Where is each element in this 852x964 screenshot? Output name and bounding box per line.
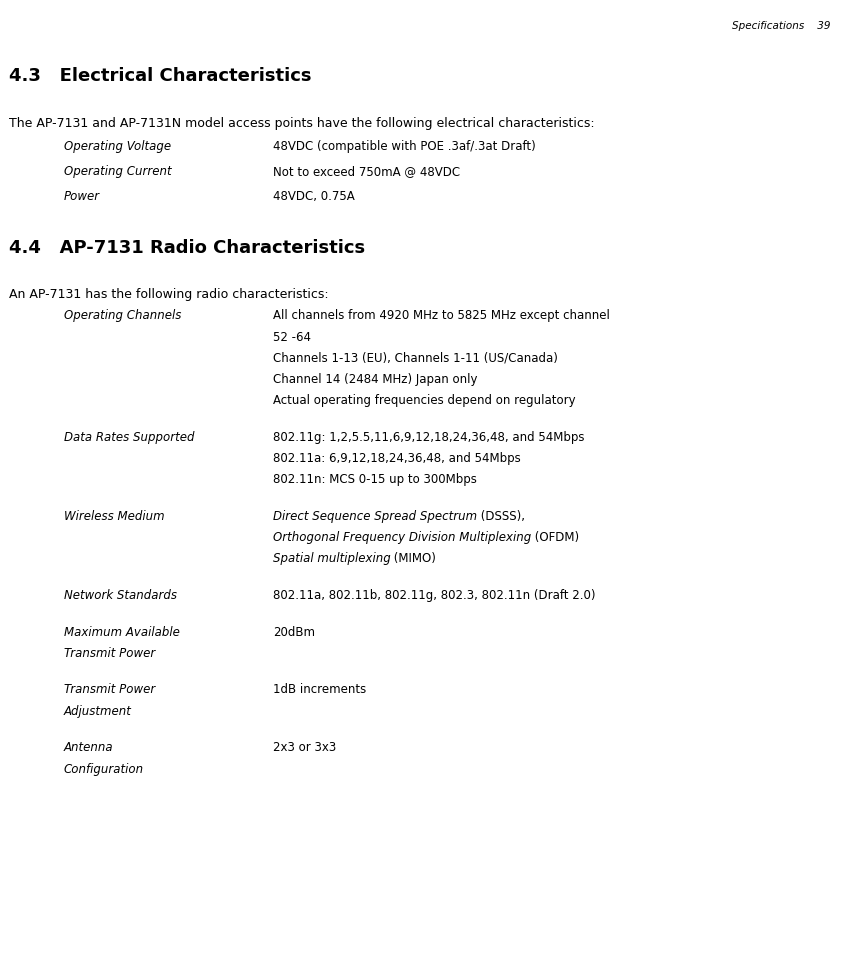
Text: Maximum Available: Maximum Available (64, 626, 180, 638)
Text: Specifications    39: Specifications 39 (732, 21, 831, 31)
Text: 802.11n: MCS 0-15 up to 300Mbps: 802.11n: MCS 0-15 up to 300Mbps (273, 473, 476, 486)
Text: Transmit Power: Transmit Power (64, 647, 155, 659)
Text: Power: Power (64, 190, 100, 202)
Text: Adjustment: Adjustment (64, 705, 132, 717)
Text: 1dB increments: 1dB increments (273, 683, 366, 696)
Text: Transmit Power: Transmit Power (64, 683, 155, 696)
Text: Not to exceed 750mA @ 48VDC: Not to exceed 750mA @ 48VDC (273, 165, 460, 177)
Text: 4.4   AP-7131 Radio Characteristics: 4.4 AP-7131 Radio Characteristics (9, 239, 365, 257)
Text: Channel 14 (2484 MHz) Japan only: Channel 14 (2484 MHz) Japan only (273, 373, 477, 386)
Text: 48VDC (compatible with POE .3af/.3at Draft): 48VDC (compatible with POE .3af/.3at Dra… (273, 140, 535, 152)
Text: (OFDM): (OFDM) (531, 531, 579, 544)
Text: 4.3   Electrical Characteristics: 4.3 Electrical Characteristics (9, 67, 311, 86)
Text: Wireless Medium: Wireless Medium (64, 510, 164, 522)
Text: 20dBm: 20dBm (273, 626, 314, 638)
Text: 802.11a: 6,9,12,18,24,36,48, and 54Mbps: 802.11a: 6,9,12,18,24,36,48, and 54Mbps (273, 452, 521, 465)
Text: Direct Sequence Spread Spectrum: Direct Sequence Spread Spectrum (273, 510, 477, 522)
Text: Channels 1-13 (EU), Channels 1-11 (US/Canada): Channels 1-13 (EU), Channels 1-11 (US/Ca… (273, 352, 557, 364)
Text: Configuration: Configuration (64, 763, 144, 775)
Text: Antenna: Antenna (64, 741, 113, 754)
Text: Data Rates Supported: Data Rates Supported (64, 431, 194, 443)
Text: Spatial multiplexing: Spatial multiplexing (273, 552, 390, 565)
Text: 2x3 or 3x3: 2x3 or 3x3 (273, 741, 336, 754)
Text: Operating Voltage: Operating Voltage (64, 140, 171, 152)
Text: (DSSS),: (DSSS), (477, 510, 525, 522)
Text: Network Standards: Network Standards (64, 589, 177, 602)
Text: Operating Channels: Operating Channels (64, 309, 181, 322)
Text: 52 -64: 52 -64 (273, 331, 311, 343)
Text: The AP-7131 and AP-7131N model access points have the following electrical chara: The AP-7131 and AP-7131N model access po… (9, 117, 594, 129)
Text: Actual operating frequencies depend on regulatory: Actual operating frequencies depend on r… (273, 394, 575, 407)
Text: An AP-7131 has the following radio characteristics:: An AP-7131 has the following radio chara… (9, 288, 328, 301)
Text: (MIMO): (MIMO) (390, 552, 436, 565)
Text: 48VDC, 0.75A: 48VDC, 0.75A (273, 190, 354, 202)
Text: All channels from 4920 MHz to 5825 MHz except channel: All channels from 4920 MHz to 5825 MHz e… (273, 309, 609, 322)
Text: 802.11a, 802.11b, 802.11g, 802.3, 802.11n (Draft 2.0): 802.11a, 802.11b, 802.11g, 802.3, 802.11… (273, 589, 596, 602)
Text: Operating Current: Operating Current (64, 165, 171, 177)
Text: 802.11g: 1,2,5.5,11,6,9,12,18,24,36,48, and 54Mbps: 802.11g: 1,2,5.5,11,6,9,12,18,24,36,48, … (273, 431, 584, 443)
Text: Orthogonal Frequency Division Multiplexing: Orthogonal Frequency Division Multiplexi… (273, 531, 531, 544)
